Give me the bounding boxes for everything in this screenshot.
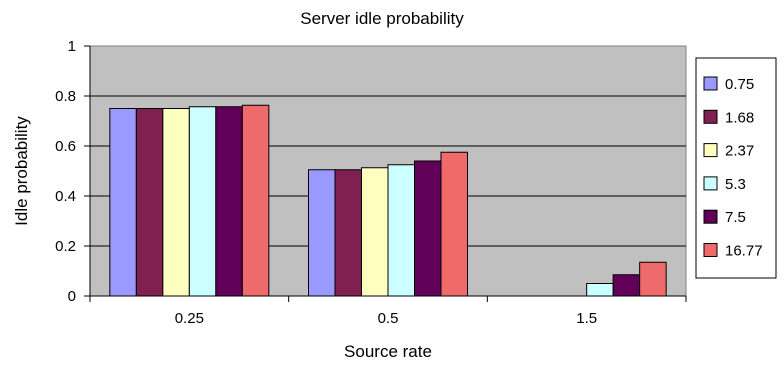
y-tick-label: 0	[68, 288, 76, 305]
legend-items: 0.75 1.68 2.37 5.3 7.5 16.77	[703, 76, 763, 260]
legend-swatch	[703, 209, 718, 224]
y-axis-ticks: 0 0.2 0.4 0.6 0.8 1	[55, 38, 90, 305]
legend-swatch	[703, 243, 718, 257]
y-axis-label: Idle probability	[12, 116, 31, 226]
bar	[586, 283, 614, 297]
bar	[387, 164, 415, 297]
bar	[308, 169, 336, 297]
legend-swatch	[703, 76, 718, 91]
y-tick-label: 0.6	[55, 138, 76, 155]
x-axis-label: Source rate	[344, 342, 432, 361]
legend-swatch	[703, 109, 718, 124]
bar	[241, 104, 270, 297]
bar	[215, 106, 243, 297]
bar	[414, 160, 442, 297]
bar	[334, 169, 362, 297]
chart-title: Server idle probability	[300, 9, 464, 28]
bar	[639, 261, 667, 297]
legend-label: 5.3	[725, 176, 746, 193]
y-tick-label: 0.4	[55, 188, 76, 205]
legend: 0.75 1.68 2.37 5.3 7.5 16.77	[695, 57, 777, 279]
bar	[109, 108, 137, 297]
x-axis-ticks: 0.25 0.5 1.5	[89, 296, 687, 327]
y-tick-label: 0.8	[55, 88, 76, 105]
legend-label: 7.5	[725, 209, 746, 226]
legend-box	[695, 57, 777, 279]
y-tick-label: 1	[68, 38, 76, 55]
bar	[361, 167, 389, 297]
legend-swatch	[703, 176, 718, 191]
bar	[440, 151, 468, 297]
legend-label: 0.75	[725, 76, 754, 93]
bar	[162, 108, 190, 297]
y-tick-label: 0.2	[55, 238, 76, 255]
legend-label: 16.77	[725, 243, 763, 260]
legend-label: 1.68	[725, 109, 754, 126]
legend-label: 2.37	[725, 143, 754, 160]
legend-swatch	[703, 143, 718, 158]
x-tick-label: 0.25	[175, 310, 204, 327]
bar	[612, 274, 641, 297]
bar	[188, 106, 217, 297]
x-tick-label: 0.5	[378, 310, 399, 327]
x-tick-label: 1.5	[576, 310, 597, 327]
bar	[135, 108, 164, 297]
